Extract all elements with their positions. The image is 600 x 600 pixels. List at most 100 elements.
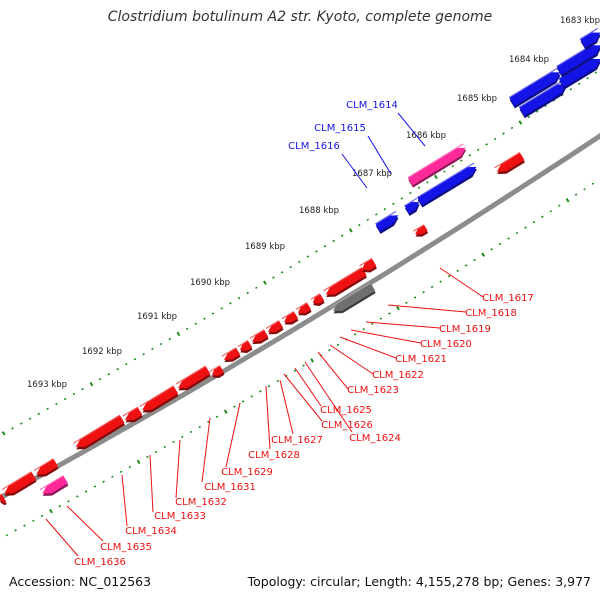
reverse-gene[interactable] (122, 406, 143, 426)
forward-gene[interactable] (375, 210, 402, 234)
pseudo-gene[interactable] (330, 282, 376, 317)
inner-minor-tick (67, 500, 70, 503)
pseudo-gene-highlight (330, 282, 371, 308)
reverse-gene-highlight (249, 329, 265, 339)
reverse-gene[interactable] (175, 365, 211, 394)
forward-gene-highlight (375, 210, 397, 225)
gene-label-clm-1636[interactable]: CLM_1636 (45, 518, 126, 568)
inner-major-tick (223, 409, 228, 414)
outer-major-tick (176, 331, 181, 337)
reverse-gene[interactable] (209, 365, 225, 381)
reverse-gene-highlight (413, 224, 425, 232)
gene-label-clm-1633[interactable]: CLM_1633 (149, 454, 206, 522)
outer-minor-tick (569, 88, 573, 91)
reverse-gene[interactable] (310, 293, 325, 309)
gene-label-clm-1625[interactable]: CLM_1625 (294, 367, 372, 416)
gene-label-clm-1635[interactable]: CLM_1635 (66, 505, 152, 553)
rna-gene[interactable] (407, 143, 469, 188)
reverse-gene[interactable] (359, 257, 378, 275)
reverse-gene-highlight (73, 414, 121, 444)
inner-minor-tick (490, 248, 493, 251)
gene-label-text: CLM_1618 (465, 308, 517, 319)
reverse-gene[interactable] (221, 347, 241, 366)
reverse-gene-body (312, 293, 325, 304)
reverse-gene[interactable] (1, 471, 37, 500)
reverse-gene[interactable] (494, 151, 526, 177)
reverse-gene-body (251, 329, 269, 342)
gene-features[interactable] (0, 27, 600, 506)
outer-minor-tick (451, 164, 455, 168)
gene-label-clm-1634[interactable]: CLM_1634 (121, 474, 177, 537)
leader-line (175, 439, 181, 499)
leader-line (201, 417, 211, 483)
gene-labels[interactable]: CLM_1614 CLM_1615 CLM_1616 CLM_1617 CLM_1618… (45, 100, 534, 568)
gene-label-clm-1614[interactable]: CLM_1614 (346, 100, 426, 147)
gene-label-text: CLM_1627 (271, 435, 323, 446)
reverse-gene[interactable] (33, 458, 59, 481)
forward-gene[interactable] (508, 67, 564, 109)
reverse-gene-highlight (221, 347, 237, 357)
reverse-gene[interactable] (295, 302, 312, 319)
rna-gene-body (42, 475, 68, 494)
gene-label-clm-1621[interactable]: CLM_1621 (339, 336, 447, 365)
outer-minor-tick (81, 387, 84, 391)
rna-gene[interactable] (39, 475, 69, 500)
outer-minor-tick (229, 302, 232, 305)
outer-minor-tick (98, 378, 102, 381)
scale-label: 1683 kbp (560, 16, 600, 26)
leader-line (304, 361, 353, 433)
reverse-gene-highlight (122, 406, 138, 417)
reverse-gene-body (284, 311, 299, 323)
gene-label-clm-1616[interactable]: CLM_1616 (288, 141, 368, 189)
forward-gene[interactable] (404, 197, 423, 216)
reverse-gene[interactable] (237, 340, 253, 356)
reverse-gene[interactable] (139, 385, 179, 416)
reverse-gene[interactable] (413, 224, 429, 240)
forward-gene[interactable] (416, 162, 480, 208)
gene-label-clm-1628[interactable]: CLM_1628 (248, 385, 300, 461)
gene-label-clm-1627[interactable]: CLM_1627 (271, 379, 323, 446)
inner-minor-tick (163, 445, 167, 449)
inner-minor-tick (233, 405, 236, 408)
reverse-gene[interactable] (323, 266, 368, 300)
forward-gene-highlight (518, 79, 564, 108)
reverse-gene[interactable] (73, 414, 126, 453)
forward-gene[interactable] (518, 79, 570, 119)
reverse-gene[interactable] (0, 493, 7, 506)
gene-label-clm-1618[interactable]: CLM_1618 (387, 304, 517, 319)
gene-label-clm-1617[interactable]: CLM_1617 (439, 267, 534, 304)
gene-label-clm-1631[interactable]: CLM_1631 (201, 417, 256, 493)
reverse-gene[interactable] (249, 329, 269, 348)
inner-minor-tick (198, 425, 201, 429)
leader-line (225, 402, 241, 468)
leader-line (397, 112, 426, 147)
gene-label-clm-1615[interactable]: CLM_1615 (314, 123, 392, 175)
reverse-gene[interactable] (281, 310, 299, 327)
inner-minor-tick (549, 210, 553, 213)
outer-minor-tick (142, 352, 145, 356)
inner-minor-tick (583, 188, 586, 191)
forward-gene-body (404, 201, 420, 214)
reverse-gene-body (178, 366, 211, 389)
gene-label-clm-1629[interactable]: CLM_1629 (221, 402, 273, 478)
outer-minor-tick (55, 402, 58, 406)
forward-gene[interactable] (579, 27, 600, 50)
outer-minor-tick (476, 148, 480, 152)
leader-line (279, 379, 294, 435)
gene-label-clm-1623[interactable]: CLM_1623 (317, 351, 399, 396)
gene-label-text: CLM_1631 (204, 482, 256, 493)
gene-label-clm-1624[interactable]: CLM_1624 (304, 361, 401, 444)
gene-label-clm-1632[interactable]: CLM_1632 (175, 439, 227, 508)
reverse-gene-body (4, 471, 37, 494)
reverse-gene[interactable] (265, 320, 284, 338)
outer-minor-tick (72, 392, 76, 396)
gene-label-clm-1626[interactable]: CLM_1626 (283, 373, 373, 431)
reverse-gene-body (142, 385, 179, 411)
gene-label-clm-1620[interactable]: CLM_1620 (350, 329, 472, 350)
gene-label-text: CLM_1636 (74, 557, 126, 568)
outer-minor-tick (383, 207, 387, 211)
outer-minor-tick (280, 271, 284, 274)
gene-label-clm-1622[interactable]: CLM_1622 (329, 344, 424, 381)
gene-label-clm-1619[interactable]: CLM_1619 (365, 321, 491, 335)
